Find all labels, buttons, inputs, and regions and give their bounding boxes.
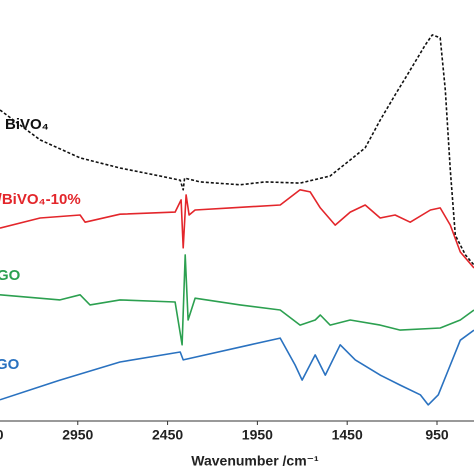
- x-tick-label: 1450: [332, 427, 363, 443]
- series-label: O/BiVO₄-10%: [0, 191, 81, 208]
- x-tick-label: 1950: [242, 427, 273, 443]
- series-label: GO: [0, 356, 20, 373]
- x-axis-label: Wavenumber /cm⁻¹: [191, 453, 319, 469]
- spectrum-line: [0, 34, 474, 266]
- spectrum-line: [0, 329, 474, 406]
- series-label: -GO: [0, 267, 21, 284]
- spectrum-line: [0, 254, 474, 346]
- spectrum-line: [0, 189, 474, 269]
- series-label: BiVO₄: [5, 116, 49, 133]
- x-tick-label: 3450: [0, 427, 4, 443]
- x-tick-label: 2450: [152, 427, 183, 443]
- x-tick-label: 2950: [62, 427, 93, 443]
- x-tick-label: 950: [425, 427, 449, 443]
